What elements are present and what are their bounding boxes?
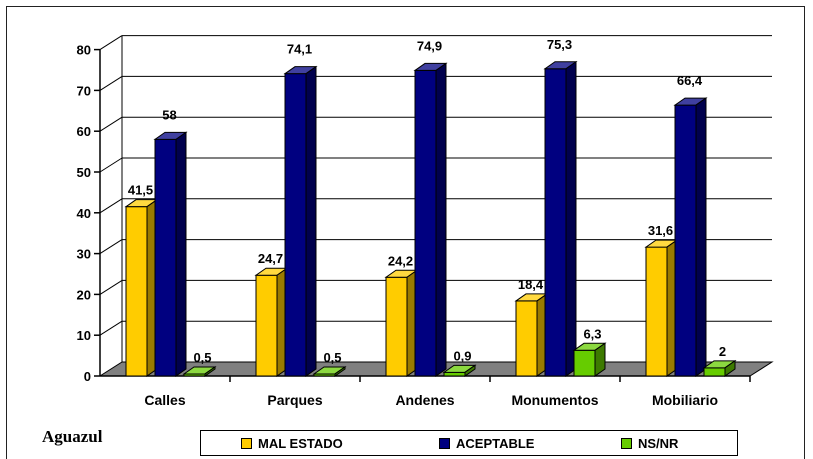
data-label: 31,6	[648, 223, 673, 238]
gridline-side	[99, 75, 123, 91]
gridline-side	[99, 116, 123, 132]
data-label: 75,3	[547, 37, 572, 52]
x-category-label: Monumentos	[511, 392, 598, 408]
bar-side	[565, 60, 577, 377]
bar-front	[125, 206, 148, 377]
legend-item-ns-nr: NS/NR	[621, 435, 679, 451]
data-label: 41,5	[128, 183, 153, 198]
bar-side	[334, 365, 346, 377]
bar-front	[703, 367, 726, 377]
gridline-side	[99, 157, 123, 173]
y-tick-label: 50	[77, 165, 91, 180]
gridline-side	[99, 320, 123, 336]
data-label: 6,3	[583, 326, 601, 341]
data-label: 18,4	[518, 277, 544, 292]
x-category-label: Mobiliario	[652, 392, 718, 408]
place-label: Aguazul	[42, 427, 103, 446]
bar-front	[385, 276, 408, 377]
bar-side	[305, 65, 317, 377]
x-category-label: Parques	[267, 392, 322, 408]
legend: MAL ESTADO ACEPTABLE NS/NR	[200, 430, 738, 456]
data-label: 2	[719, 344, 726, 359]
bar-side	[435, 62, 447, 377]
data-label: 74,1	[287, 42, 312, 57]
bar-front	[674, 104, 697, 377]
bar-side	[594, 342, 606, 377]
gridline-side	[99, 279, 123, 295]
legend-swatch-aceptable	[439, 437, 450, 449]
bar-side	[724, 359, 736, 377]
bar-front	[414, 69, 437, 377]
bar-front	[515, 300, 538, 377]
y-tick-label: 20	[77, 287, 91, 302]
data-label: 0,5	[193, 350, 211, 365]
legend-label-ns-nr: NS/NR	[638, 435, 679, 451]
bar-side	[175, 131, 187, 377]
y-tick-label: 70	[77, 83, 91, 98]
data-label: 0,5	[323, 350, 341, 365]
bar-front	[284, 73, 307, 377]
bar-side	[695, 97, 707, 377]
data-label: 24,2	[388, 253, 413, 268]
legend-label-aceptable: ACEPTABLE	[456, 435, 535, 451]
bar-front	[255, 274, 278, 377]
bar-side	[464, 364, 476, 377]
y-tick-label: 30	[77, 247, 91, 262]
x-category-label: Andenes	[395, 392, 454, 408]
bar-front	[645, 246, 668, 377]
data-label: 24,7	[258, 251, 283, 266]
y-tick-label: 60	[77, 124, 91, 139]
y-tick-label: 80	[77, 43, 91, 58]
legend-item-mal-estado: MAL ESTADO	[241, 435, 343, 451]
x-category-label: Calles	[144, 392, 185, 408]
gridline-side	[99, 239, 123, 255]
bar-front	[544, 68, 567, 377]
data-label: 74,9	[417, 38, 442, 53]
data-label: 0,9	[453, 348, 471, 363]
gridline-side	[99, 35, 123, 51]
legend-label-mal-estado: MAL ESTADO	[258, 435, 343, 451]
legend-item-aceptable: ACEPTABLE	[439, 435, 535, 451]
y-tick-label: 0	[84, 369, 91, 384]
bar-front	[154, 138, 177, 377]
bar-front	[443, 371, 466, 377]
gridline-side	[99, 198, 123, 214]
bar-side	[204, 365, 216, 377]
legend-swatch-mal-estado	[241, 437, 252, 449]
data-label: 58	[162, 107, 176, 122]
bar-front	[573, 349, 596, 377]
y-tick-label: 10	[77, 328, 91, 343]
data-label: 66,4	[677, 73, 703, 88]
legend-swatch-ns-nr	[621, 437, 632, 449]
y-tick-label: 40	[77, 206, 91, 221]
